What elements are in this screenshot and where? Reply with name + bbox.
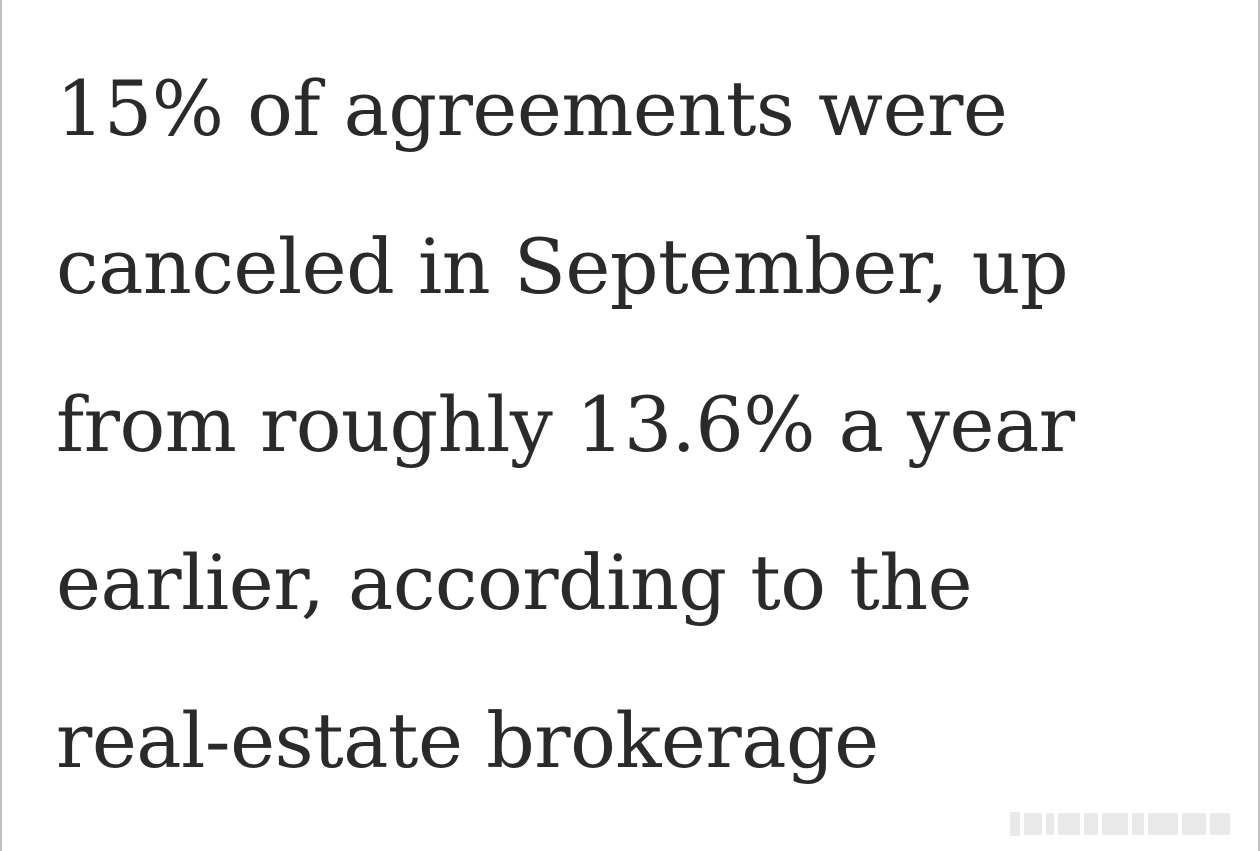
watermark-mark [1084, 813, 1098, 835]
watermark-mark [1046, 813, 1054, 835]
article-line: from roughly 13.6% a year [56, 380, 1075, 469]
watermark-mark [1132, 813, 1144, 835]
article-line: 15% of agreements were [56, 64, 1008, 153]
article-line: canceled in September, up [56, 222, 1069, 311]
watermark-mark [1058, 813, 1080, 835]
article-line: earlier, according to the [56, 538, 973, 627]
watermark [1010, 811, 1240, 837]
watermark-mark [1024, 813, 1042, 835]
watermark-mark [1148, 813, 1178, 835]
watermark-mark [1210, 813, 1230, 835]
article-line: real-estate brokerage [56, 696, 879, 785]
watermark-mark [1010, 812, 1020, 836]
article-excerpt: 15% of agreements were canceled in Septe… [56, 30, 1236, 820]
watermark-mark [1182, 813, 1206, 835]
watermark-mark [1102, 813, 1128, 835]
